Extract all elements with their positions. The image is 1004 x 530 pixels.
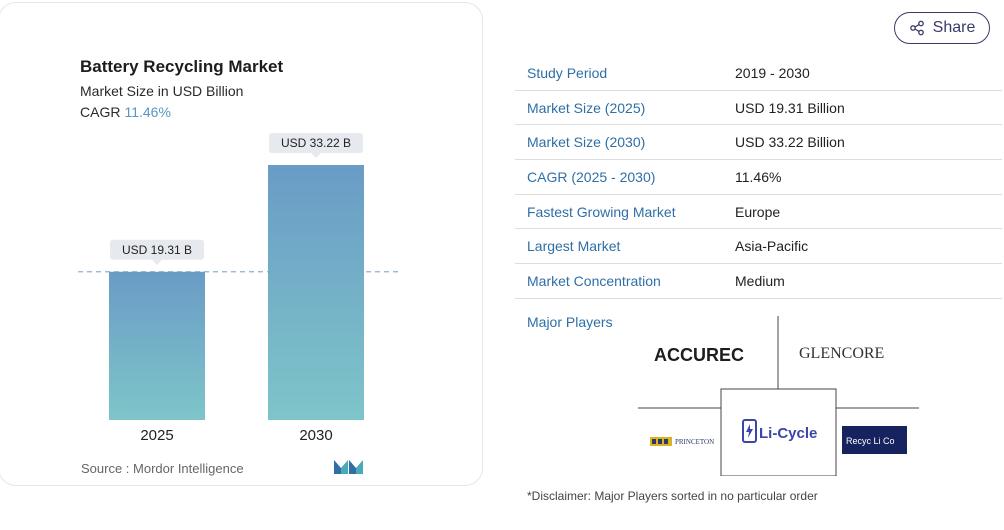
li-cycle-logo: Li-Cycle [742,419,817,443]
logo-text: Recyc Li Co [846,436,895,446]
share-label: Share [932,19,976,36]
info-row-concentration: Market Concentration Medium [515,264,1002,299]
info-row-study-period: Study Period 2019 - 2030 [515,56,1002,91]
chart-title: Battery Recycling Market [80,57,284,76]
info-row-cagr: CAGR (2025 - 2030) 11.46% [515,160,1002,195]
info-value: Europe [735,203,781,220]
x-tick-label: 2025 [140,427,173,444]
chart-subtitle: Market Size in USD Billion [80,83,244,99]
logo-text: GLENCORE [799,345,884,362]
info-key: CAGR (2025 - 2030) [527,168,656,185]
recycleco-logo: Recyc Li Co [842,426,907,454]
info-key: Market Size (2030) [527,134,646,151]
info-value: Asia-Pacific [735,238,809,255]
info-row-largest-market: Largest Market Asia-Pacific [515,229,1002,265]
chart-cagr: CAGR 11.46% [80,104,171,120]
cagr-value: 11.46% [124,104,171,120]
logo-text: PRINCETON [675,438,714,446]
info-value: Medium [735,272,785,289]
info-key: Largest Market [527,238,621,255]
info-key: Market Size (2025) [527,99,646,116]
info-key: Market Concentration [527,272,661,289]
major-players-logos: ACCUREC GLENCORE PRINCETON Li-Cycle Recy… [638,316,919,476]
info-value: USD 19.31 Billion [735,99,845,116]
info-value: 2019 - 2030 [735,64,810,81]
info-row-market-size-2030: Market Size (2030) USD 33.22 Billion [515,125,1002,161]
major-players-label: Major Players [527,314,613,330]
share-button[interactable]: Share [894,12,990,44]
share-icon [909,20,924,36]
logo-text: Li-Cycle [759,425,817,442]
logo-text: ACCUREC [654,345,744,365]
info-row-market-size-2025: Market Size (2025) USD 19.31 Billion [515,91,1002,126]
info-row-fastest-growing: Fastest Growing Market Europe [515,195,1002,230]
cagr-label: CAGR [80,104,121,120]
x-tick-label: 2030 [299,427,332,444]
data-label-bg [110,239,204,260]
info-key: Fastest Growing Market [527,203,676,220]
info-key: Study Period [527,64,608,81]
data-label-pointer [152,259,162,265]
data-label: USD 33.22 B [281,136,351,150]
info-value: 11.46% [735,168,782,185]
mordor-logo-icon [334,460,363,474]
accurec-logo: ACCUREC [654,345,744,365]
data-label: USD 19.31 B [122,243,192,257]
bar-2030 [268,165,364,420]
bar-chart: USD 19.31 B 2025 USD 33.22 B 2030 [78,133,398,444]
disclaimer-text: *Disclaimer: Major Players sorted in no … [527,489,818,503]
market-chart-card [0,2,483,486]
info-value: USD 33.22 Billion [735,134,845,151]
bar-2025 [109,271,205,420]
glencore-logo: GLENCORE [799,345,884,362]
data-label-bg [269,133,363,153]
source-text: Source : Mordor Intelligence [81,461,244,476]
princeton-logo: PRINCETON [650,437,714,446]
market-info-table: Study Period 2019 - 2030 Market Size (20… [515,56,1002,299]
data-label-pointer [311,153,321,158]
